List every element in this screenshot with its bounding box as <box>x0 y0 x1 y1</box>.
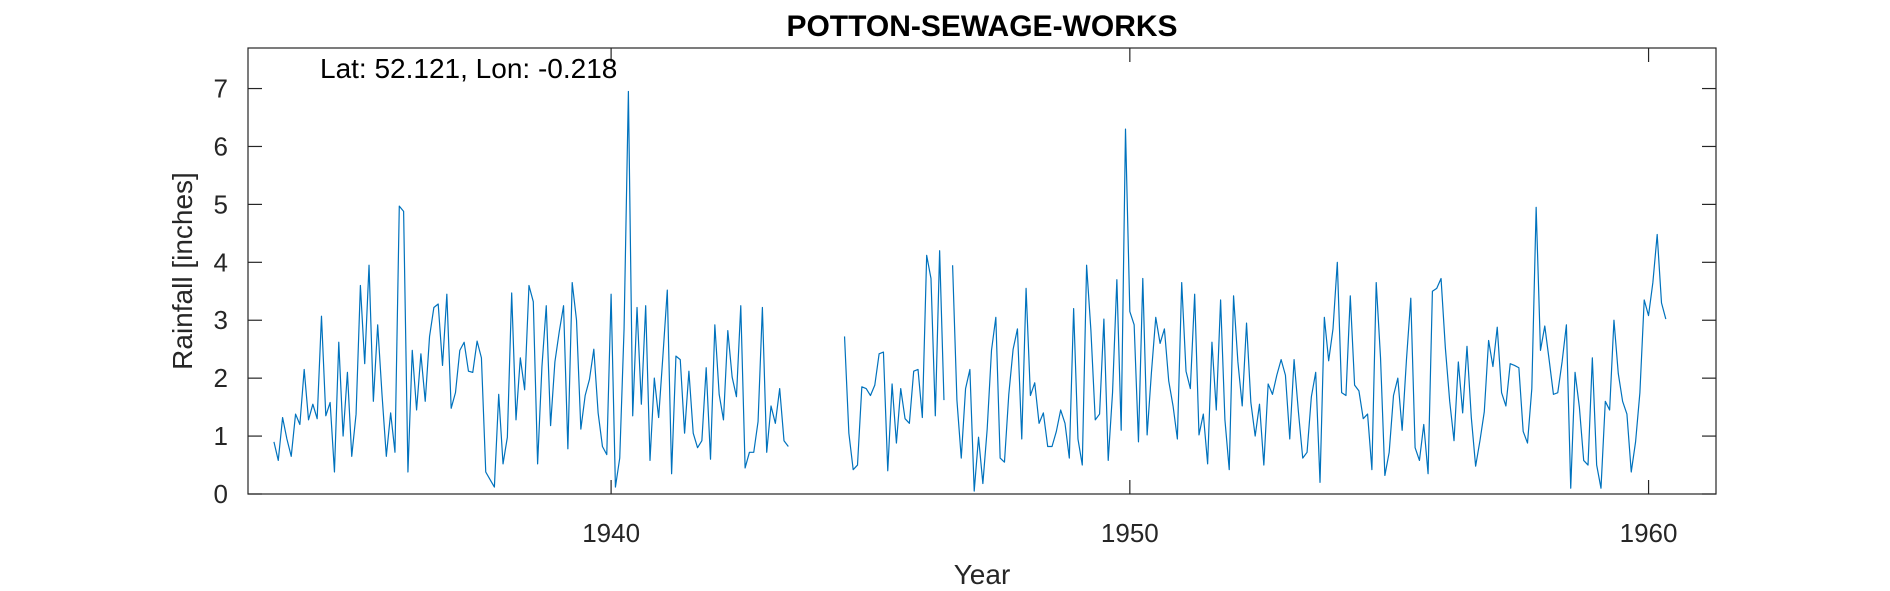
y-tick-label: 4 <box>214 247 228 277</box>
y-tick-label: 7 <box>214 74 228 104</box>
x-tick-label: 1940 <box>582 518 640 548</box>
y-tick-label: 3 <box>214 305 228 335</box>
y-tick-label: 0 <box>214 479 228 509</box>
series-line-segment-1 <box>273 90 789 488</box>
y-tick-label: 2 <box>214 363 228 393</box>
y-tick-label: 6 <box>214 131 228 161</box>
y-tick-label: 5 <box>214 189 228 219</box>
x-tick-label: 1950 <box>1101 518 1159 548</box>
series-line-segment-2 <box>843 128 1667 492</box>
y-ticks: 0 1 2 3 4 5 6 7 <box>214 74 1716 509</box>
location-annotation: Lat: 52.121, Lon: -0.218 <box>320 53 617 84</box>
y-axis-title: Rainfall [inches] <box>167 172 198 370</box>
x-axis-title: Year <box>954 559 1011 590</box>
chart-title: POTTON-SEWAGE-WORKS <box>786 10 1177 43</box>
series-group <box>273 90 1667 492</box>
x-tick-label: 1960 <box>1620 518 1678 548</box>
x-ticks: 1940 1950 1960 <box>582 48 1677 548</box>
y-tick-label: 1 <box>214 421 228 451</box>
plot-frame <box>247 47 1717 495</box>
